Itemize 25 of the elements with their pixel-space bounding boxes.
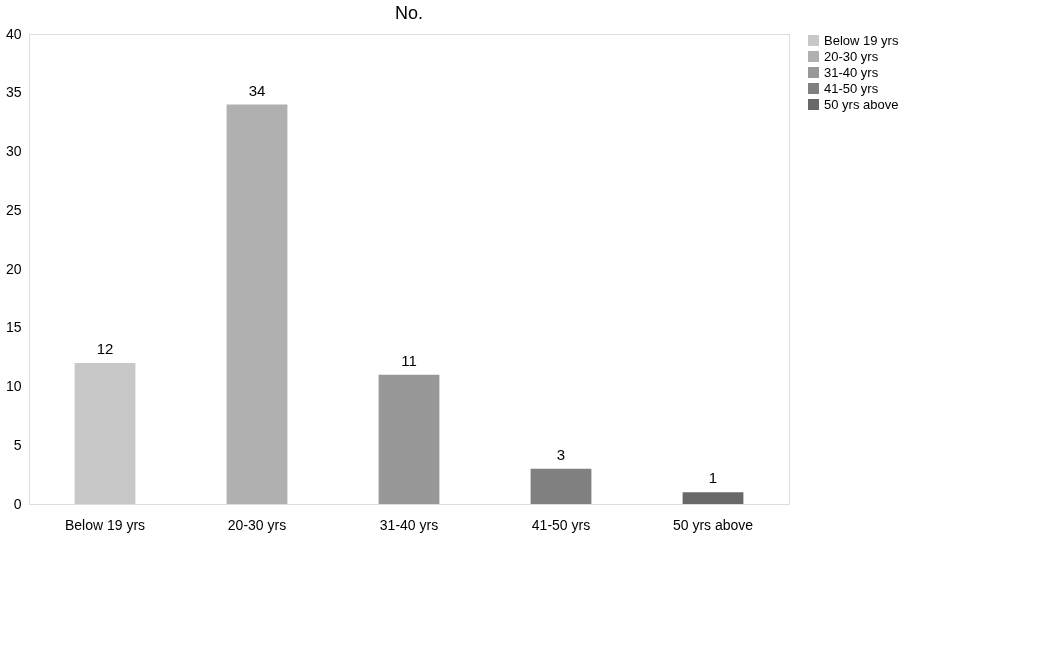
x-tick-label: 31-40 yrs (379, 516, 439, 533)
x-tick-label: 50 yrs above (672, 516, 754, 533)
x-tick-label: 41-50 yrs (531, 516, 591, 533)
y-tick-label: 15 (5, 319, 22, 336)
data-label: 12 (96, 340, 114, 357)
data-label: 1 (708, 469, 718, 487)
y-tick-label: 40 (5, 25, 22, 42)
legend-label: 50 yrs above (824, 96, 899, 112)
legend-label: 31-40 yrs (824, 64, 879, 80)
data-label: 34 (248, 81, 266, 99)
data-label: 11 (401, 351, 417, 369)
data-label: 3 (556, 445, 566, 463)
y-tick-label: 30 (5, 143, 22, 159)
legend-label: 20-30 yrs (824, 48, 879, 64)
y-tick-label: 35 (5, 84, 22, 101)
legend-label: Below 19 yrs (824, 32, 899, 48)
y-tick-label: 20 (5, 260, 22, 277)
x-tick-label: 20-30 yrs (227, 516, 287, 533)
y-tick-label: 0 (13, 495, 22, 512)
x-tick-label: Below 19 yrs (64, 516, 146, 533)
y-tick-label: 25 (5, 201, 22, 218)
legend-label: 41-50 yrs (824, 80, 879, 96)
y-tick-label: 10 (5, 378, 22, 394)
chart-title: No. (394, 3, 424, 23)
y-tick-label: 5 (13, 436, 22, 453)
